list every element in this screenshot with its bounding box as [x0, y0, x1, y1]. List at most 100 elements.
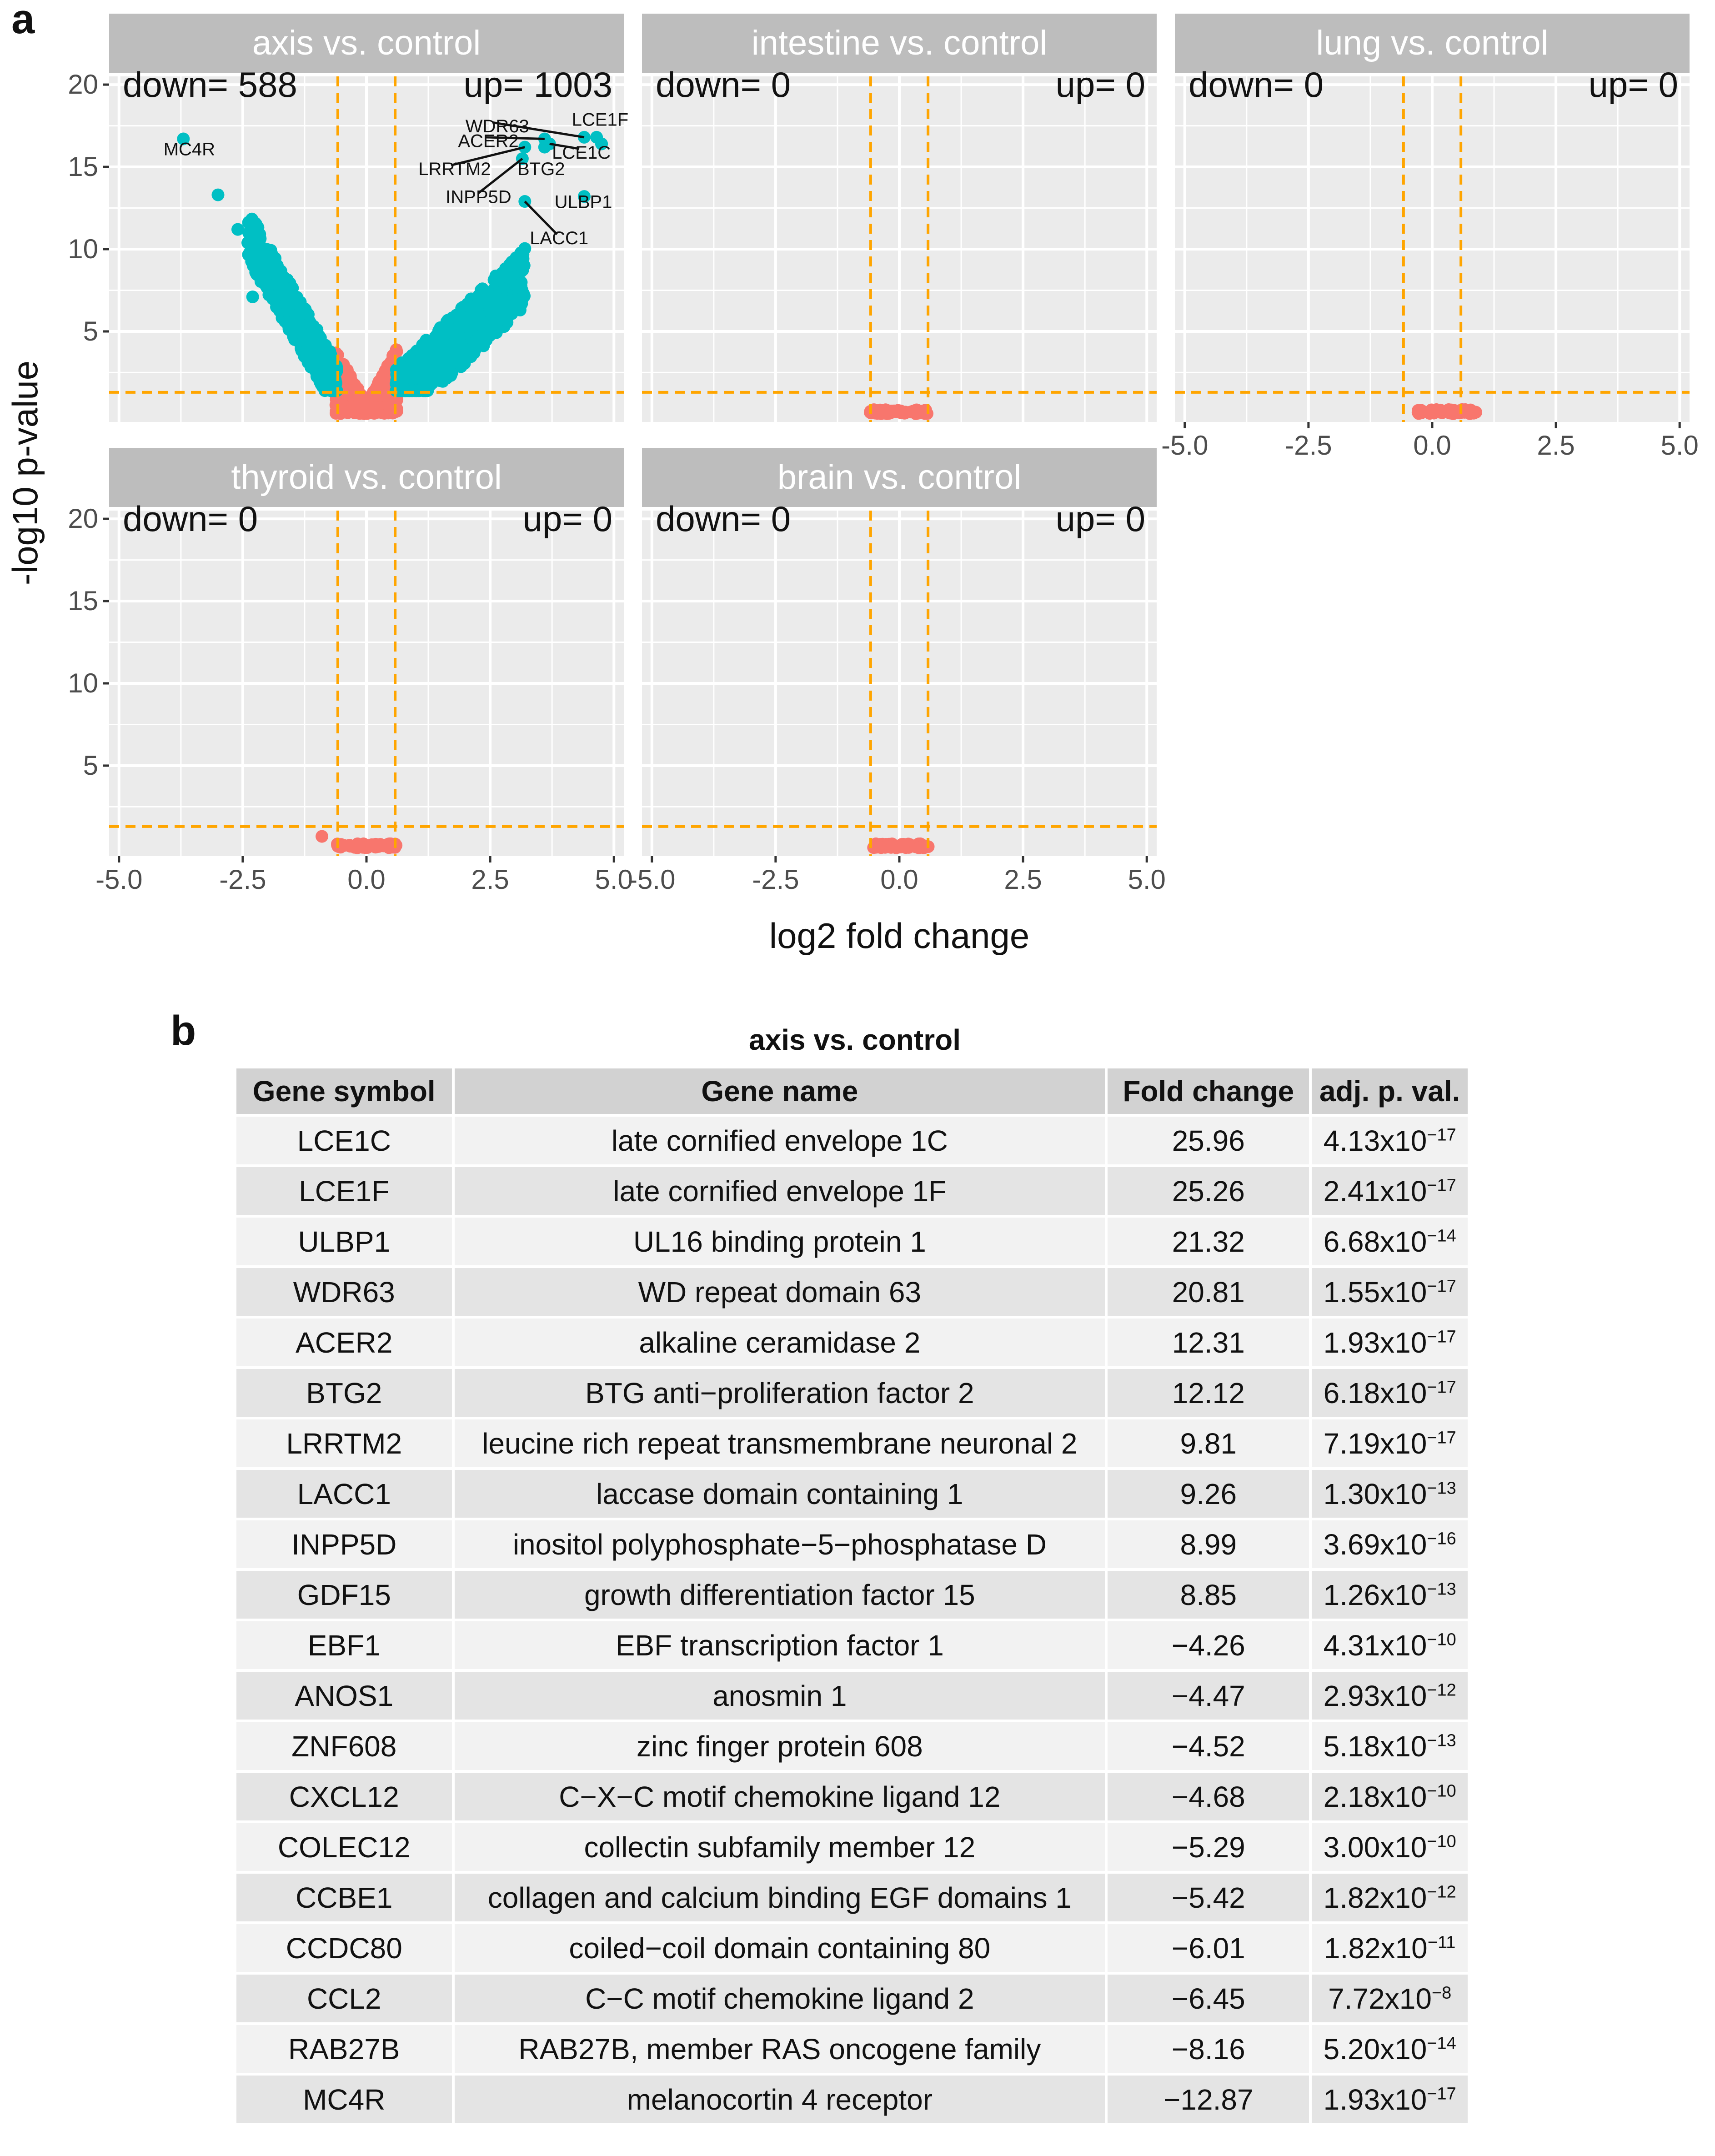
- adj-pvalue-cell: 1.30x10−13: [1312, 1470, 1468, 1518]
- fold-change-cell: −12.87: [1108, 2076, 1309, 2123]
- table-row: INPP5D inositol polyphosphate−5−phosphata…: [236, 1520, 1468, 1568]
- facet-title: axis vs. control: [252, 24, 481, 62]
- y-tick-label: 15: [68, 151, 98, 182]
- upregulated-point: [505, 256, 518, 269]
- table-row: LCE1F late cornified envelope 1F 25.26 2.41…: [236, 1167, 1468, 1215]
- gene-label-leader: [492, 121, 585, 139]
- fold-change-cell: −5.42: [1108, 1874, 1309, 1921]
- adj-pvalue-cell: 2.18x10−10: [1312, 1773, 1468, 1820]
- nonsignificant-point: [349, 840, 362, 853]
- upregulated-point: [516, 264, 529, 277]
- data-points: [863, 403, 933, 420]
- downregulated-point: [250, 241, 263, 254]
- nonsignificant-point: [338, 839, 351, 852]
- data-points: [1411, 403, 1483, 420]
- outlier-point: [595, 137, 608, 150]
- column-header: Gene symbol: [236, 1068, 452, 1114]
- nonsignificant-point: [873, 841, 886, 854]
- fold-change-cell: −4.68: [1108, 1773, 1309, 1820]
- gene-symbol-cell: RAB27B: [236, 2025, 452, 2073]
- x-tick-label: 2.5: [1537, 430, 1575, 461]
- fold-change-cell: 20.81: [1108, 1268, 1309, 1316]
- upregulated-point: [489, 274, 502, 287]
- upregulated-point: [475, 287, 488, 300]
- adj-pvalue-cell: 7.19x10−17: [1312, 1419, 1468, 1467]
- gene-table-section: axis vs. control Gene symbol Gene name Fol…: [236, 1023, 1473, 2126]
- y-axis-title: -log10 p-value: [5, 361, 45, 585]
- fold-change-cell: 12.12: [1108, 1369, 1309, 1417]
- up-count: up= 0: [1589, 65, 1678, 105]
- outlier-point: [211, 188, 225, 201]
- gene-name-cell: EBF transcription factor 1: [454, 1621, 1105, 1669]
- adj-pvalue-cell: 2.93x10−12: [1312, 1672, 1468, 1720]
- gene-label: LRRTM2: [418, 159, 491, 179]
- adj-pvalue-cell: 7.72x10−8: [1312, 1975, 1468, 2022]
- fold-change-cell: −5.29: [1108, 1823, 1309, 1871]
- downregulated-point: [321, 366, 334, 379]
- x-tick-label: 0.0: [347, 864, 385, 895]
- down-count: down= 588: [123, 65, 297, 105]
- table-row: ACER2 alkaline ceramidase 2 12.31 1.93x10−1…: [236, 1319, 1468, 1366]
- gene-symbol-cell: CCDC80: [236, 1924, 452, 1972]
- gene-name-cell: RAB27B, member RAS oncogene family: [454, 2025, 1105, 2073]
- table-row: WDR63 WD repeat domain 63 20.81 1.55x10−17: [236, 1268, 1468, 1316]
- nonsignificant-point: [884, 840, 898, 853]
- volcano-plot-figure: axis vs. control MC4R WDR63 LCE1F ACER2 LCE1C…: [5, 14, 1699, 956]
- downregulated-point: [302, 328, 316, 341]
- y-tick-label: 10: [68, 234, 98, 264]
- upregulated-point: [472, 314, 485, 327]
- downregulated-point: [254, 255, 267, 268]
- y-tick-label: 15: [68, 586, 98, 616]
- gene-label-leader: [485, 136, 545, 140]
- gene-name-cell: C−X−C motif chemokine ligand 12: [454, 1773, 1105, 1820]
- gene-label: ACER2: [458, 131, 518, 151]
- gene-name-cell: growth differentiation factor 15: [454, 1571, 1105, 1619]
- gene-name-cell: C−C motif chemokine ligand 2: [454, 1975, 1105, 2022]
- upregulated-point: [478, 328, 491, 341]
- nonsignificant-point: [913, 841, 926, 854]
- up-count: up= 0: [523, 499, 612, 539]
- upregulated-point: [405, 354, 418, 367]
- down-count: down= 0: [1188, 65, 1324, 105]
- adj-pvalue-cell: 2.41x10−17: [1312, 1167, 1468, 1215]
- gene-table: Gene symbol Gene name Fold change adj. p. v…: [234, 1066, 1470, 2126]
- down-count: down= 0: [123, 499, 258, 539]
- gene-name-cell: collagen and calcium binding EGF domains…: [454, 1874, 1105, 1921]
- adj-pvalue-cell: 4.13x10−17: [1312, 1117, 1468, 1164]
- up-count: up= 1003: [463, 65, 612, 105]
- gene-label: ULBP1: [555, 192, 612, 212]
- gene-name-cell: BTG anti−proliferation factor 2: [454, 1369, 1105, 1417]
- fold-change-cell: −8.16: [1108, 2025, 1309, 2073]
- gene-name-cell: inositol polyphosphate−5−phosphatase D: [454, 1520, 1105, 1568]
- gene-name-cell: anosmin 1: [454, 1672, 1105, 1720]
- fold-change-cell: 25.26: [1108, 1167, 1309, 1215]
- table-row: LRRTM2 leucine rich repeat transmembrane …: [236, 1419, 1468, 1467]
- gene-symbol-cell: ZNF608: [236, 1722, 452, 1770]
- gene-name-cell: zinc finger protein 608: [454, 1722, 1105, 1770]
- gene-symbol-cell: LCE1F: [236, 1167, 452, 1215]
- y-tick-label: 5: [83, 316, 98, 346]
- gene-name-cell: leucine rich repeat transmembrane neuron…: [454, 1419, 1105, 1467]
- y-tick-label: 10: [68, 668, 98, 698]
- fold-change-cell: 9.26: [1108, 1470, 1309, 1518]
- upregulated-point: [461, 321, 474, 334]
- table-row: COLEC12 collectin subfamily member 12 −5.2…: [236, 1823, 1468, 1871]
- outlier-point: [246, 290, 259, 303]
- adj-pvalue-cell: 1.26x10−13: [1312, 1571, 1468, 1619]
- upregulated-point: [449, 333, 462, 346]
- x-tick-label: 2.5: [471, 864, 509, 895]
- nonsignificant-point: [1434, 403, 1447, 416]
- gene-label-leader: [451, 146, 525, 166]
- x-axis-title: log2 fold change: [769, 916, 1029, 956]
- down-count: down= 0: [656, 499, 791, 539]
- downregulated-point: [242, 216, 255, 229]
- x-tick-label: 2.5: [1004, 864, 1042, 895]
- adj-pvalue-cell: 4.31x10−10: [1312, 1621, 1468, 1669]
- down-count: down= 0: [656, 65, 791, 105]
- gene-label: MC4R: [164, 140, 215, 160]
- gene-label: LCE1C: [552, 143, 611, 163]
- gene-symbol-cell: EBF1: [236, 1621, 452, 1669]
- downregulated-point: [311, 368, 324, 381]
